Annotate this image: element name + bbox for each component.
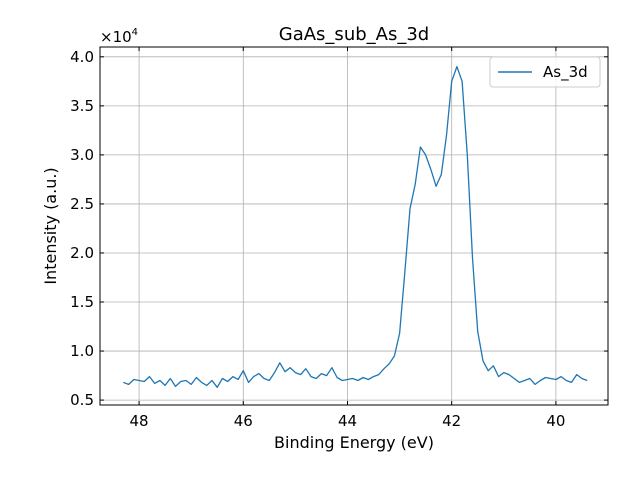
x-tick-label: 48 (130, 412, 149, 430)
y-tick-label: 1.5 (70, 293, 94, 311)
y-tick-label: 1.0 (70, 342, 94, 360)
legend-box (489, 56, 601, 88)
y-axis-multiplier: ×104 (100, 27, 138, 46)
y-axis-multiplier-exponent: 4 (132, 27, 138, 38)
y-axis-label: Intensity (a.u.) (41, 167, 60, 284)
ticks: 48 46 44 42 40 0.5 1.0 1.5 2.0 2.5 3.0 3.5 4.0 (70, 47, 608, 430)
x-tick-label: 46 (234, 412, 253, 430)
x-tick-label: 44 (338, 412, 357, 430)
y-tick-label: 4.0 (70, 48, 94, 66)
x-tick-label: 42 (442, 412, 461, 430)
series-line-As_3d (123, 65, 588, 388)
plot-frame (99, 46, 609, 406)
y-axis-multiplier-base: ×10 (100, 28, 132, 46)
legend: As_3d (489, 56, 601, 88)
legend-label: As_3d (543, 63, 588, 82)
y-tick-label: 2.0 (70, 244, 94, 262)
y-tick-label: 0.5 (70, 391, 94, 409)
y-tick-label: 3.5 (70, 97, 94, 115)
grid-lines (100, 47, 608, 405)
chart-title: GaAs_sub_As_3d (279, 24, 429, 45)
y-tick-label: 2.5 (70, 195, 94, 213)
x-axis-label: Binding Energy (eV) (274, 433, 434, 452)
y-tick-label: 3.0 (70, 146, 94, 164)
series-layer (123, 65, 588, 388)
x-tick-label: 40 (546, 412, 565, 430)
